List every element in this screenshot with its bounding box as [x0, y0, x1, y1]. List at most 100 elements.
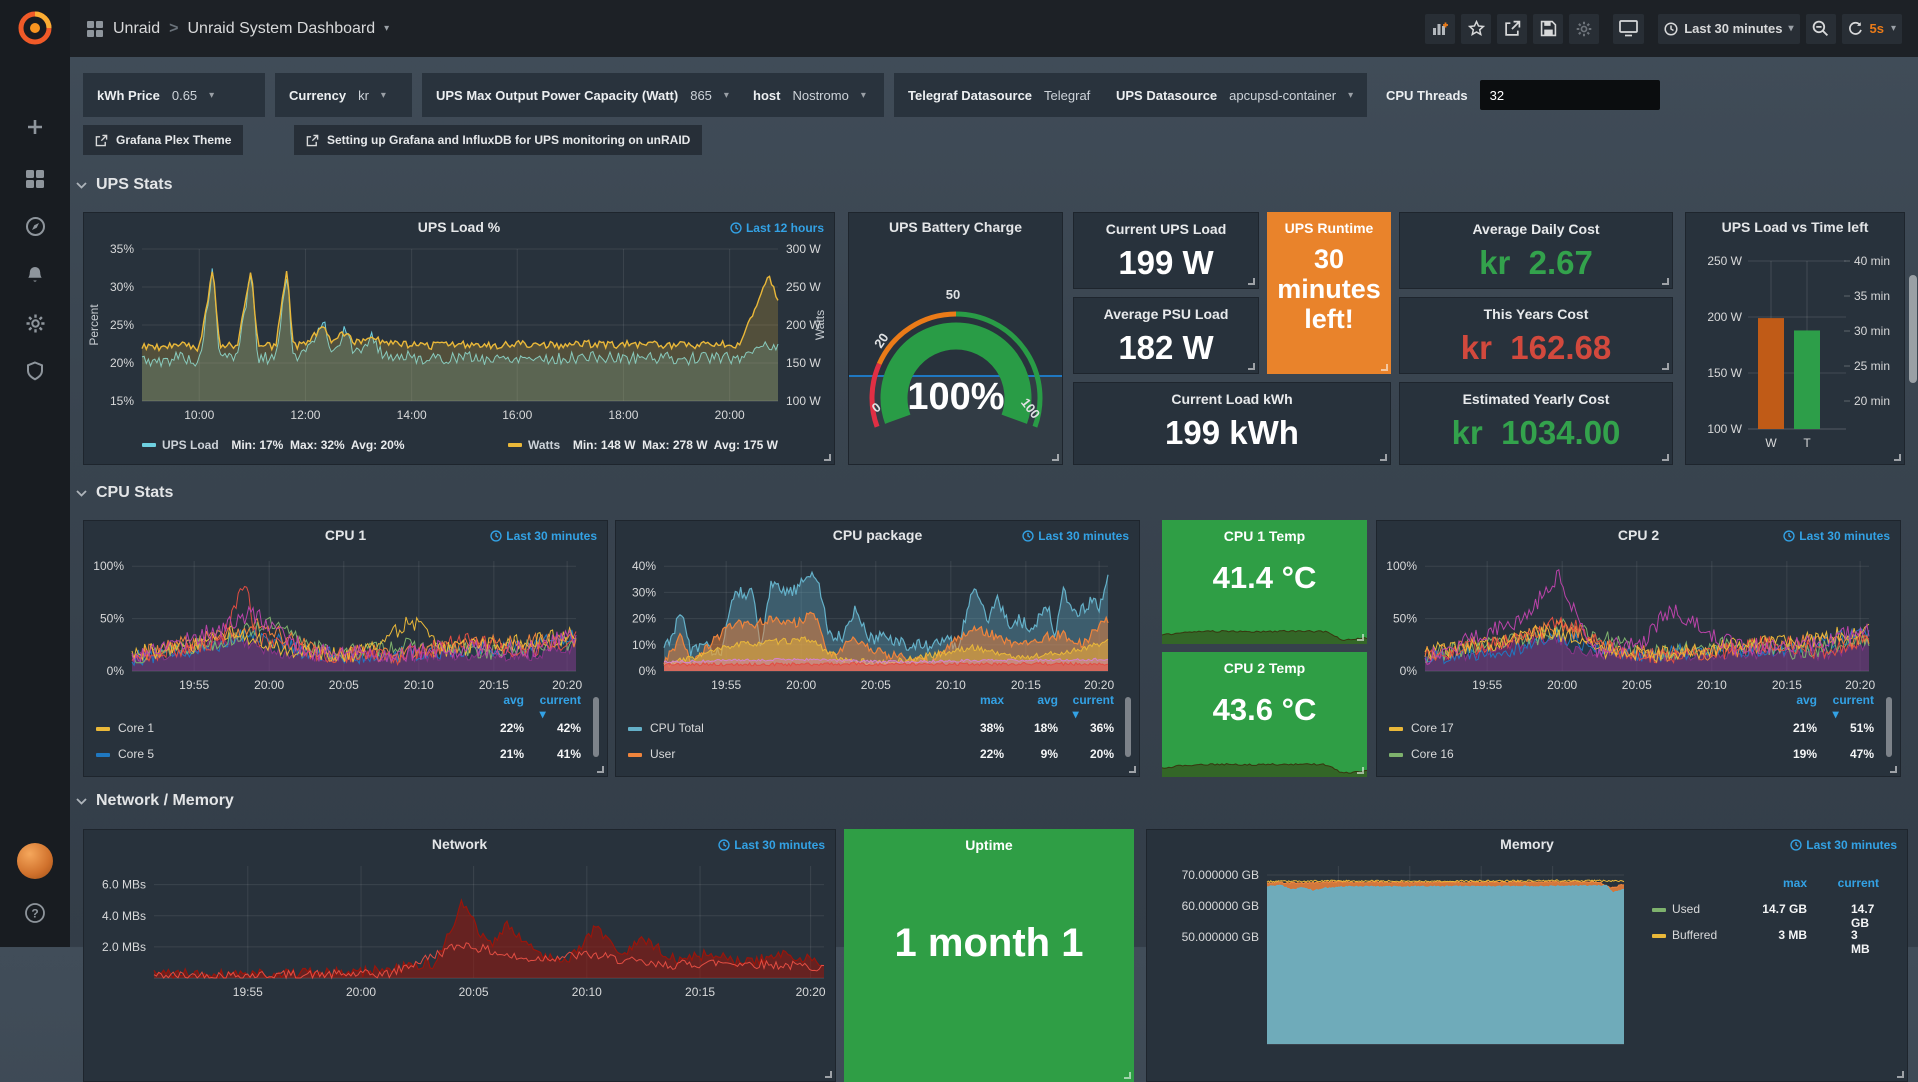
section-network-memory[interactable]: Network / Memory	[76, 792, 234, 810]
explore-compass-icon[interactable]	[0, 204, 70, 248]
star-button[interactable]	[1461, 14, 1491, 44]
panel-title[interactable]: UPS Battery Charge	[849, 219, 1062, 235]
legend-series-name[interactable]: Core 1	[118, 721, 154, 735]
legend-value: 36%	[1090, 721, 1114, 735]
network-chart[interactable]: 6.0 MBs4.0 MBs2.0 MBs19:5520:0020:0520:1…	[84, 830, 835, 1081]
legend-series-name[interactable]: User	[650, 747, 675, 761]
panel-time-range[interactable]: Last 12 hours	[730, 221, 824, 235]
grafana-logo-icon[interactable]	[14, 6, 56, 48]
breadcrumb-dashboard-title[interactable]: Unraid System Dashboard	[187, 20, 375, 38]
external-link-icon	[95, 134, 108, 147]
panel-time-range[interactable]: Last 30 minutes	[1783, 529, 1890, 543]
bar-T[interactable]	[1794, 330, 1820, 429]
stat-title[interactable]: CPU 2 Temp	[1162, 660, 1367, 676]
stat-title[interactable]: Current UPS Load	[1074, 221, 1258, 237]
stat-title[interactable]: This Years Cost	[1400, 306, 1672, 322]
legend-scrollbar-thumb[interactable]	[1886, 697, 1892, 757]
variable-kwh-price[interactable]: kWh Price0.65▾	[83, 73, 265, 117]
legend-series-name[interactable]: Used	[1672, 902, 1700, 916]
dashboard-settings-button[interactable]	[1569, 14, 1599, 44]
variable-label: UPS Datasource	[1116, 88, 1217, 103]
zoom-out-button[interactable]	[1806, 14, 1836, 44]
legend-header-current[interactable]: current	[1838, 876, 1879, 890]
save-button[interactable]	[1533, 14, 1563, 44]
dashboards-icon[interactable]	[0, 157, 70, 201]
svg-text:20:00: 20:00	[1547, 678, 1577, 692]
panel-time-range[interactable]: Last 30 minutes	[718, 838, 825, 852]
admin-shield-icon[interactable]	[0, 349, 70, 393]
legend-scrollbar-thumb[interactable]	[1125, 697, 1131, 757]
help-icon[interactable]: ?	[0, 891, 70, 935]
refresh-picker[interactable]: 5s ▾	[1842, 14, 1903, 44]
legend-series-name[interactable]: Buffered	[1672, 928, 1717, 942]
stat-title[interactable]: CPU 1 Temp	[1162, 528, 1367, 544]
configuration-gear-icon[interactable]	[0, 301, 70, 345]
cpu2-chart[interactable]: 0%50%100%19:5520:0020:0520:1020:1520:20	[1377, 521, 1900, 776]
svg-text:40 min: 40 min	[1854, 254, 1890, 268]
variable-currency[interactable]: Currencykr▾	[275, 73, 412, 117]
dashboard-squares-icon[interactable]	[86, 20, 104, 38]
panel-ups-load-vs-time-left: UPS Load vs Time left 250 W200 W150 W100…	[1685, 212, 1905, 465]
ups-load-vs-time-chart[interactable]: 250 W200 W150 W100 W40 min35 min30 min25…	[1686, 213, 1906, 466]
stat-title[interactable]: Current Load kWh	[1074, 391, 1390, 407]
time-range-picker[interactable]: Last 30 minutes ▾	[1658, 14, 1799, 44]
add-panel-button[interactable]	[1425, 14, 1455, 44]
section-ups-stats[interactable]: UPS Stats	[76, 176, 172, 194]
stat-title[interactable]: Estimated Yearly Cost	[1400, 391, 1672, 407]
cpu-package-chart[interactable]: 0%10%20%30%40%19:5520:0020:0520:1020:152…	[616, 521, 1139, 776]
legend-series-name[interactable]: CPU Total	[650, 721, 704, 735]
svg-text:70.000000 GB: 70.000000 GB	[1182, 868, 1259, 882]
legend-scrollbar-thumb[interactable]	[593, 697, 599, 757]
caret-down-icon: ▾	[381, 90, 386, 101]
panel-title[interactable]: UPS Load %	[84, 219, 834, 235]
legend-series-name[interactable]: Core 16	[1411, 747, 1454, 761]
stat-title[interactable]: Average PSU Load	[1074, 306, 1258, 322]
ups-load-chart[interactable]: 15%20%25%30%35%100 W150 W200 W250 W300 W…	[84, 213, 834, 464]
legend-header-max[interactable]: max	[1783, 876, 1807, 890]
stat-title[interactable]: Average Daily Cost	[1400, 221, 1672, 237]
stat-title[interactable]: Uptime	[844, 837, 1134, 853]
variable-telegraf-datasource[interactable]: Telegraf DatasourceTelegraf▾	[894, 73, 1121, 117]
variable-host[interactable]: hostNostromo▾	[739, 73, 884, 117]
breadcrumb: Unraid > Unraid System Dashboard ▾	[86, 20, 389, 38]
legend-header-avg[interactable]: avg	[503, 693, 524, 707]
variable-ups-max-output-power-capacity-watt-[interactable]: UPS Max Output Power Capacity (Watt)865▾	[422, 73, 743, 117]
legend-header-current[interactable]: current ▾	[540, 693, 581, 721]
cpu1-chart[interactable]: 0%50%100%19:5520:0020:0520:1020:1520:20	[84, 521, 607, 776]
page-scrollbar-thumb[interactable]	[1909, 275, 1917, 383]
clock-icon	[1022, 530, 1034, 542]
legend-series-name[interactable]: Core 5	[118, 747, 154, 761]
legend-header-avg[interactable]: avg	[1796, 693, 1817, 707]
legend-value: 22%	[500, 721, 524, 735]
bar-W[interactable]	[1758, 318, 1784, 429]
user-avatar[interactable]	[17, 843, 53, 879]
legend-series-name[interactable]: Core 17	[1411, 721, 1454, 735]
legend-value: 9%	[1041, 747, 1058, 761]
dashboard-link[interactable]: Setting up Grafana and InfluxDB for UPS …	[294, 125, 702, 155]
panel-time-range[interactable]: Last 30 minutes	[490, 529, 597, 543]
panel-time-range[interactable]: Last 30 minutes	[1790, 838, 1897, 852]
legend-header-current[interactable]: current ▾	[1073, 693, 1114, 721]
variable-value: 0.65	[172, 88, 197, 103]
variable-cpu-threads[interactable]: CPU Threads	[1372, 73, 1660, 117]
dashboard-dropdown-caret-icon[interactable]: ▾	[384, 23, 389, 34]
cycle-view-mode-button[interactable]	[1613, 14, 1644, 44]
memory-chart[interactable]: 70.000000 GB60.000000 GB50.000000 GB	[1147, 830, 1907, 1081]
dashboard-link[interactable]: Grafana Plex Theme	[83, 125, 243, 155]
breadcrumb-app[interactable]: Unraid	[113, 20, 160, 38]
section-cpu-stats[interactable]: CPU Stats	[76, 484, 173, 502]
legend-header-avg[interactable]: avg	[1037, 693, 1058, 707]
stat-title[interactable]: UPS Runtime	[1267, 220, 1391, 236]
variable-input[interactable]	[1480, 80, 1660, 110]
panel-current-load-kwh: Current Load kWh 199 kWh	[1073, 382, 1391, 465]
stat-value: 199 kWh	[1074, 414, 1390, 452]
legend-header-current[interactable]: current ▾	[1833, 693, 1874, 721]
legend-header-max[interactable]: max	[980, 693, 1004, 707]
share-button[interactable]	[1497, 14, 1527, 44]
variable-ups-datasource[interactable]: UPS Datasourceapcupsd-container▾	[1102, 73, 1367, 117]
panel-title[interactable]: UPS Load vs Time left	[1686, 219, 1904, 235]
panel-time-range[interactable]: Last 30 minutes	[1022, 529, 1129, 543]
alerting-bell-icon[interactable]	[0, 253, 70, 297]
create-icon[interactable]	[0, 105, 70, 149]
external-link-icon	[306, 134, 319, 147]
